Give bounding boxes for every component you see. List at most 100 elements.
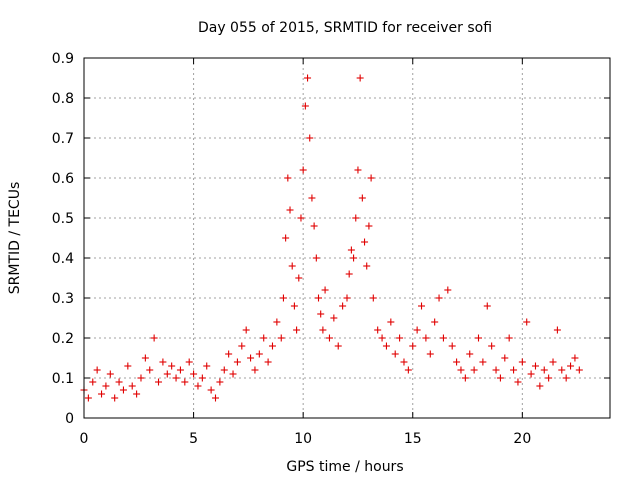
data-point bbox=[155, 378, 163, 386]
data-point bbox=[277, 334, 285, 342]
data-point bbox=[321, 286, 329, 294]
data-point bbox=[312, 254, 320, 262]
data-point bbox=[510, 366, 518, 374]
data-point bbox=[247, 354, 255, 362]
data-point bbox=[308, 194, 316, 202]
data-point bbox=[466, 350, 474, 358]
data-point bbox=[286, 206, 294, 214]
data-point bbox=[422, 334, 430, 342]
y-tick-label: 0.2 bbox=[52, 331, 74, 347]
data-point bbox=[470, 366, 478, 374]
data-point bbox=[185, 358, 193, 366]
data-point bbox=[492, 366, 500, 374]
y-tick-label: 0.1 bbox=[52, 371, 74, 387]
data-point bbox=[448, 342, 456, 350]
data-point bbox=[374, 326, 382, 334]
data-point bbox=[339, 302, 347, 310]
data-point bbox=[181, 378, 189, 386]
data-point bbox=[347, 246, 355, 254]
data-point bbox=[176, 366, 184, 374]
x-tick-label: 5 bbox=[189, 431, 198, 447]
data-point bbox=[361, 238, 369, 246]
data-point bbox=[453, 358, 461, 366]
data-point bbox=[435, 294, 443, 302]
data-point bbox=[536, 382, 544, 390]
data-point bbox=[306, 134, 314, 142]
data-point bbox=[387, 318, 395, 326]
data-point bbox=[391, 350, 399, 358]
data-point bbox=[304, 74, 312, 82]
data-point bbox=[133, 390, 141, 398]
x-axis-label: GPS time / hours bbox=[286, 459, 403, 475]
data-point bbox=[365, 222, 373, 230]
x-tick-label: 10 bbox=[294, 431, 312, 447]
y-tick-label: 0.6 bbox=[52, 171, 74, 187]
data-point bbox=[553, 326, 561, 334]
data-point bbox=[518, 358, 526, 366]
data-point bbox=[293, 326, 301, 334]
data-point bbox=[203, 362, 211, 370]
data-point bbox=[102, 382, 110, 390]
data-point bbox=[488, 342, 496, 350]
data-point bbox=[545, 374, 553, 382]
data-point bbox=[264, 358, 272, 366]
data-point bbox=[242, 326, 250, 334]
data-point bbox=[141, 354, 149, 362]
data-point bbox=[190, 370, 198, 378]
data-point bbox=[225, 350, 233, 358]
data-point bbox=[216, 378, 224, 386]
data-point bbox=[562, 374, 570, 382]
data-point bbox=[315, 294, 323, 302]
data-point bbox=[268, 342, 276, 350]
data-point bbox=[567, 362, 575, 370]
data-point bbox=[523, 318, 531, 326]
data-point bbox=[317, 310, 325, 318]
y-tick-label: 0.7 bbox=[52, 131, 74, 147]
data-point bbox=[172, 374, 180, 382]
y-tick-label: 0 bbox=[65, 411, 74, 427]
data-point bbox=[295, 274, 303, 282]
data-point bbox=[115, 378, 123, 386]
data-point bbox=[288, 262, 296, 270]
data-point bbox=[431, 318, 439, 326]
data-point bbox=[475, 334, 482, 342]
data-point bbox=[479, 358, 487, 366]
data-point bbox=[106, 370, 114, 378]
data-point bbox=[367, 174, 375, 182]
data-point bbox=[301, 102, 309, 110]
data-point bbox=[354, 166, 362, 174]
axis-ticks: 0 0.1 0.2 0.3 0.4 0.5 0.6 0.7 0.8 0.9 0 5 10 15 20 bbox=[52, 51, 610, 447]
y-tick-label: 0.3 bbox=[52, 291, 74, 307]
data-point bbox=[358, 194, 366, 202]
data-point bbox=[558, 366, 566, 374]
data-point bbox=[290, 302, 298, 310]
data-point bbox=[343, 294, 351, 302]
data-point bbox=[334, 342, 342, 350]
data-point bbox=[531, 362, 539, 370]
data-point bbox=[527, 370, 535, 378]
data-point bbox=[284, 174, 292, 182]
data-point bbox=[198, 374, 206, 382]
data-point bbox=[207, 386, 215, 394]
data-point bbox=[356, 74, 364, 82]
data-point bbox=[299, 166, 307, 174]
data-point bbox=[483, 302, 491, 310]
data-point bbox=[212, 394, 219, 402]
data-point bbox=[168, 362, 176, 370]
data-point bbox=[404, 366, 412, 374]
data-points bbox=[80, 74, 583, 402]
data-point bbox=[310, 222, 318, 230]
data-point bbox=[233, 358, 241, 366]
data-point bbox=[514, 378, 522, 386]
data-point bbox=[444, 286, 452, 294]
data-point bbox=[150, 334, 158, 342]
data-point bbox=[98, 390, 106, 398]
data-point bbox=[345, 270, 353, 278]
data-point bbox=[330, 314, 338, 322]
data-point bbox=[363, 262, 371, 270]
x-tick-label: 0 bbox=[80, 431, 89, 447]
data-point bbox=[282, 234, 290, 242]
data-point bbox=[124, 362, 132, 370]
data-point bbox=[501, 354, 509, 362]
chart-title: Day 055 of 2015, SRMTID for receiver sof… bbox=[198, 20, 492, 36]
